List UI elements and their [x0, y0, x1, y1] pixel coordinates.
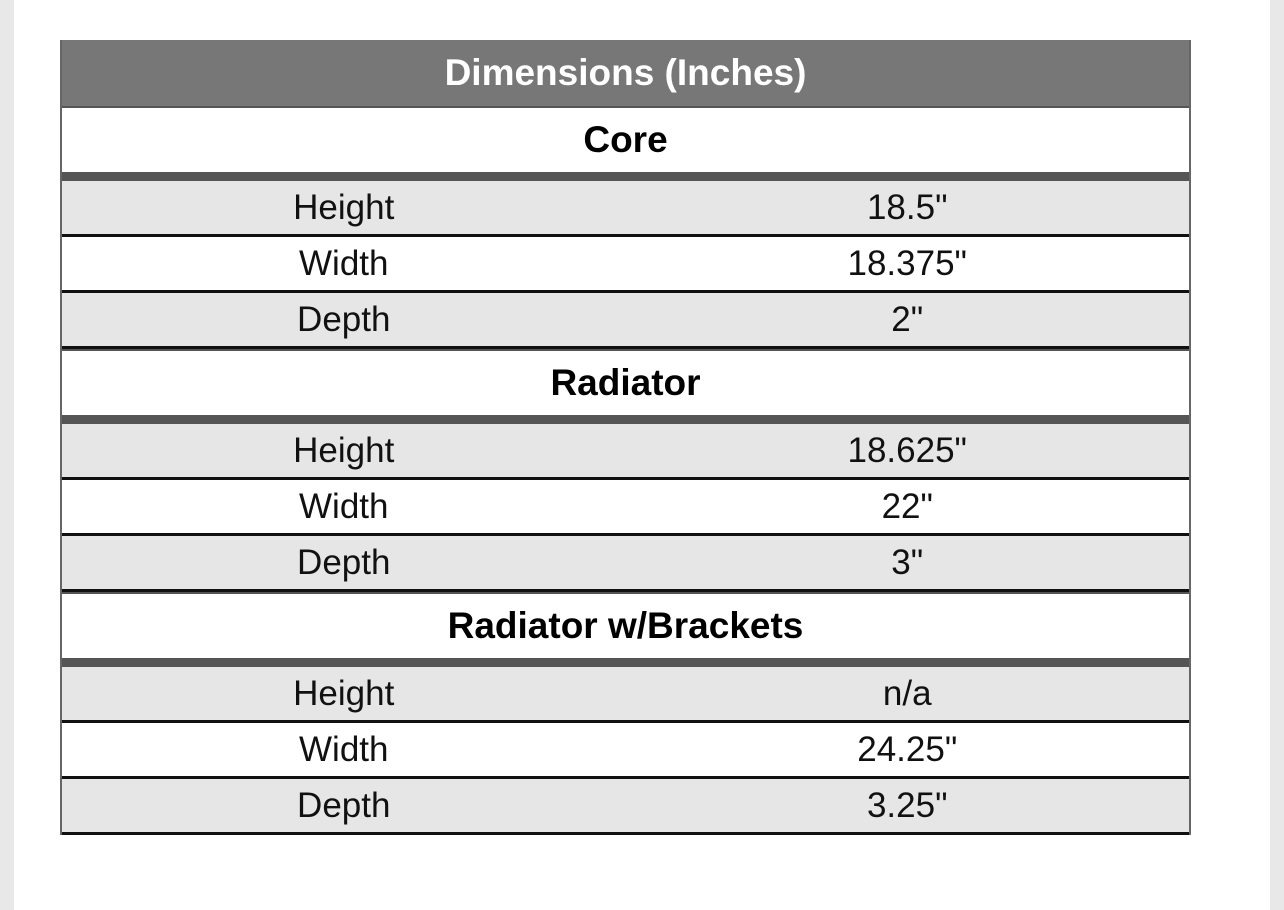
table-row: Height 18.625"	[62, 424, 1189, 480]
dimension-label: Width	[299, 729, 389, 769]
section-title: Radiator	[62, 349, 1189, 424]
table-row: Depth 3.25"	[62, 779, 1189, 835]
dimension-label: Width	[299, 486, 389, 526]
dimension-label: Depth	[297, 785, 391, 825]
section-title: Radiator w/Brackets	[62, 592, 1189, 667]
dimension-value: 3"	[891, 542, 924, 582]
table-row: Width 22"	[62, 480, 1189, 536]
dimension-value: 18.625"	[847, 430, 967, 470]
dimension-label: Depth	[297, 299, 391, 339]
dimension-value: 22"	[881, 486, 933, 526]
dimension-value: 18.375"	[847, 243, 967, 283]
table-row: Height n/a	[62, 667, 1189, 723]
table-row: Width 18.375"	[62, 237, 1189, 293]
side-strip	[1270, 0, 1284, 910]
dimension-value: 24.25"	[857, 729, 958, 769]
dimension-value: 2"	[891, 299, 924, 339]
dimension-label: Depth	[297, 542, 391, 582]
table-row: Height 18.5"	[62, 181, 1189, 237]
dimensions-table: Dimensions (Inches) Core Height 18.5" Width…	[60, 40, 1191, 835]
table-title: Dimensions (Inches)	[62, 40, 1189, 106]
section-title: Core	[62, 106, 1189, 181]
dimension-value: 18.5"	[866, 187, 948, 227]
dimension-label: Width	[299, 243, 389, 283]
dimension-label: Height	[293, 187, 395, 227]
dimension-value: n/a	[882, 673, 932, 713]
table-row: Width 24.25"	[62, 723, 1189, 779]
table-row: Depth 3"	[62, 536, 1189, 592]
table-row: Depth 2"	[62, 293, 1189, 349]
dimension-label: Height	[293, 430, 395, 470]
dimension-value: 3.25"	[866, 785, 948, 825]
side-strip	[0, 0, 14, 910]
dimension-label: Height	[293, 673, 395, 713]
